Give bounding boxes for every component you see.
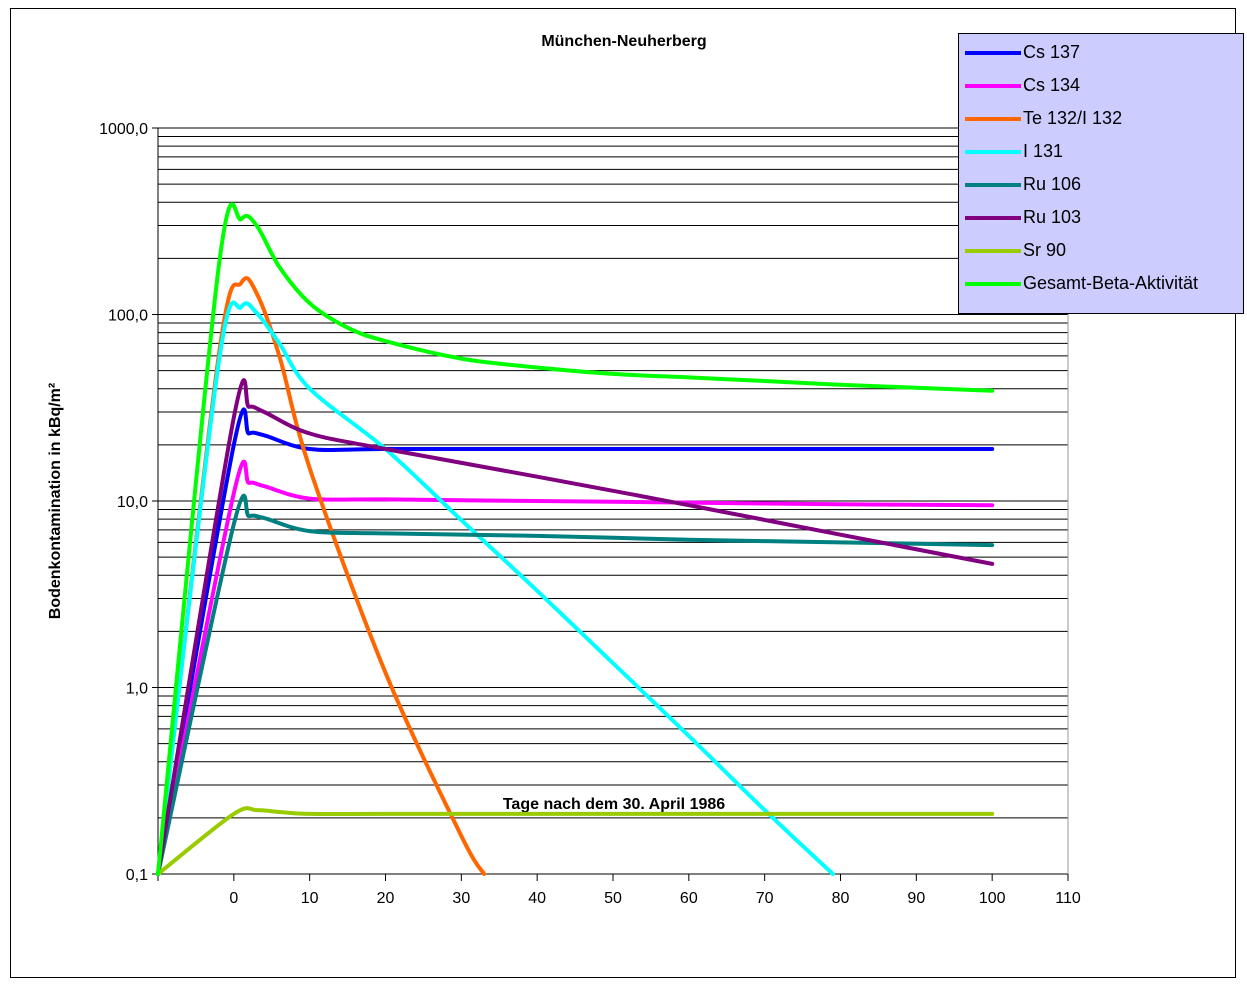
series-lines (156, 202, 995, 876)
legend-label: Ru 106 (1023, 174, 1082, 194)
x-tick-label: 80 (832, 890, 850, 907)
legend-label: Gesamt-Beta-Aktivität (1023, 273, 1199, 293)
x-tick-label: 50 (604, 890, 622, 907)
x-tick-label: 100 (979, 890, 1006, 907)
series-line-cs-137 (156, 407, 995, 876)
x-tick-label: 0 (229, 890, 238, 907)
series-line-sr-90 (156, 806, 995, 876)
legend-swatch (965, 51, 1021, 55)
legend-swatch (965, 216, 1021, 220)
legend-label: Ru 103 (1023, 207, 1082, 227)
x-tick-label: 70 (756, 890, 774, 907)
legend-swatch (965, 84, 1021, 88)
legend-label: Te 132/I 132 (1023, 108, 1123, 128)
series-line-cs-134 (156, 459, 995, 876)
legend-swatch (965, 117, 1021, 121)
legend-swatch (965, 183, 1021, 187)
legend-swatch (965, 150, 1021, 154)
x-tick-label: 60 (680, 890, 698, 907)
legend-label: Sr 90 (1023, 240, 1067, 260)
legend-swatch (965, 249, 1021, 253)
tick-labels: 0 10 20 30 40 50 60 70 80 90 100 110 0,1 1,0 10,0 100,0… (99, 121, 1081, 907)
y-tick-label: 10,0 (117, 494, 148, 511)
x-tick-label: 10 (301, 890, 319, 907)
chart-title: München-Neuherberg (541, 33, 706, 50)
legend: Cs 137 Cs 134 Te 132/I 132 I 131 Ru 106 Ru 10… (958, 33, 1244, 314)
series-line-gesamt-beta-aktivit-t (156, 202, 995, 876)
legend-item-cs-134: Cs 134 (959, 69, 1243, 101)
legend-swatch (965, 282, 1021, 286)
y-tick-label: 1,0 (126, 681, 148, 698)
legend-item-i-131: I 131 (959, 135, 1243, 167)
legend-item-ru-106: Ru 106 (959, 168, 1243, 200)
x-tick-label: 90 (907, 890, 925, 907)
y-axis-label: Bodenkontamination in kBq/m² (47, 383, 64, 619)
legend-item-gesamt-beta-aktivit-t: Gesamt-Beta-Aktivität (959, 267, 1243, 299)
y-tick-label: 0,1 (126, 867, 148, 884)
legend-label: Cs 134 (1023, 75, 1081, 95)
legend-item-cs-137: Cs 137 (959, 36, 1243, 68)
chart-frame (10, 8, 1236, 978)
y-tick-label: 100,0 (108, 308, 148, 325)
x-tick-label: 20 (377, 890, 395, 907)
legend-label: Cs 137 (1023, 42, 1081, 62)
legend-item-sr-90: Sr 90 (959, 234, 1243, 266)
x-tick-label: 110 (1055, 890, 1081, 907)
legend-label: I 131 (1023, 141, 1064, 161)
legend-item-ru-103: Ru 103 (959, 201, 1243, 233)
x-axis-label: Tage nach dem 30. April 1986 (503, 796, 725, 813)
gridlines (158, 127, 1068, 875)
x-tick-label: 40 (528, 890, 546, 907)
series-line-i-131 (156, 300, 835, 876)
x-tick-label: 30 (452, 890, 470, 907)
series-line-ru-106 (156, 493, 995, 876)
legend-item-te-132-i-132: Te 132/I 132 (959, 102, 1243, 134)
y-tick-label: 1000,0 (99, 121, 148, 138)
series-line-ru-103 (156, 378, 995, 876)
